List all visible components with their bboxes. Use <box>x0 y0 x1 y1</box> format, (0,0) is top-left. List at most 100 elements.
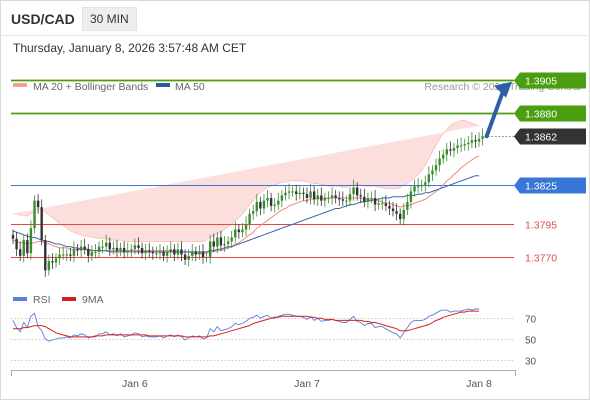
candle <box>69 255 71 256</box>
candle <box>263 201 265 209</box>
candle <box>327 198 329 199</box>
candle <box>170 249 172 252</box>
candle <box>302 193 304 194</box>
level-label: 1.3795 <box>525 220 557 232</box>
candle <box>356 187 358 195</box>
candle <box>234 230 236 238</box>
candle <box>481 136 483 139</box>
candle <box>360 195 362 196</box>
rsi-legend-label: RSI <box>33 294 51 306</box>
candle <box>101 247 103 248</box>
candle <box>216 237 218 246</box>
candle <box>417 186 419 187</box>
candle <box>281 195 283 200</box>
candle <box>266 198 268 201</box>
candle <box>274 205 276 206</box>
candle <box>159 252 161 253</box>
candle <box>460 145 462 146</box>
candle <box>141 248 143 253</box>
candle <box>478 139 480 142</box>
rsi-legend-swatch <box>13 297 27 301</box>
candle <box>363 197 365 202</box>
candle <box>428 174 430 182</box>
candle <box>349 194 351 201</box>
rsi-tick-label: 50 <box>525 336 537 347</box>
candle <box>442 155 444 159</box>
candle <box>148 251 150 252</box>
candle <box>331 195 333 198</box>
bollinger-legend-label: MA 20 + Bollinger Bands <box>33 81 148 93</box>
candle <box>324 198 326 201</box>
candle <box>184 255 186 260</box>
candle <box>123 248 125 252</box>
ma50-legend-label: MA 50 <box>175 81 205 93</box>
candle <box>392 209 394 212</box>
candle <box>438 159 440 166</box>
candle <box>399 214 401 219</box>
candle <box>370 198 372 199</box>
candle <box>162 252 164 256</box>
candle <box>306 194 308 198</box>
candle <box>334 195 336 198</box>
level-labels-layer: 1.3905 1.3880 1.3862 1.3825 1.3795 1.3770 <box>514 73 586 265</box>
candle <box>288 191 290 192</box>
candle <box>130 249 132 250</box>
candle <box>238 230 240 233</box>
rsi-ma-legend-swatch <box>62 297 76 301</box>
candle <box>403 210 405 219</box>
candle <box>119 248 121 251</box>
candle <box>259 202 261 209</box>
candle <box>435 165 437 170</box>
ma50-legend-swatch <box>156 83 170 87</box>
candle <box>44 240 46 270</box>
candle <box>191 252 193 256</box>
candle <box>166 252 168 256</box>
candle <box>420 185 422 186</box>
candle <box>58 255 60 259</box>
candle <box>213 241 215 246</box>
time-axis: Jan 6 Jan 7 Jan 8 <box>11 370 516 390</box>
candle <box>406 202 408 210</box>
level-label: 1.3770 <box>525 253 557 265</box>
rsi-ma-line <box>13 311 479 337</box>
candle <box>180 249 182 254</box>
candle <box>227 241 229 244</box>
candle <box>23 240 25 256</box>
level-label: 1.3905 <box>525 76 557 88</box>
candle <box>37 201 39 208</box>
candle <box>381 203 383 204</box>
candle <box>248 214 250 225</box>
candle <box>374 198 376 205</box>
candle <box>26 240 28 253</box>
candle <box>33 201 35 229</box>
candle <box>144 251 146 254</box>
candle <box>98 247 100 252</box>
candle <box>309 191 311 198</box>
candle <box>367 198 369 202</box>
candle <box>299 193 301 194</box>
rsi-line <box>13 309 479 341</box>
candle <box>256 202 258 211</box>
candle <box>173 249 175 254</box>
candle <box>127 251 129 252</box>
candle <box>220 237 222 245</box>
candle <box>80 247 82 251</box>
candle <box>112 248 114 249</box>
candle <box>198 252 200 255</box>
candle <box>431 170 433 174</box>
candle <box>453 148 455 151</box>
candle <box>209 241 211 257</box>
candle <box>48 261 50 270</box>
candle <box>413 186 415 191</box>
candle <box>87 249 89 256</box>
candle <box>385 203 387 206</box>
candle <box>313 191 315 199</box>
candle <box>152 252 154 253</box>
candle <box>230 237 232 241</box>
candle <box>295 191 297 194</box>
rsi-tick-label: 70 <box>525 315 537 326</box>
candle <box>12 235 14 239</box>
candle <box>464 144 466 145</box>
candle <box>449 149 451 150</box>
candle <box>291 191 293 192</box>
